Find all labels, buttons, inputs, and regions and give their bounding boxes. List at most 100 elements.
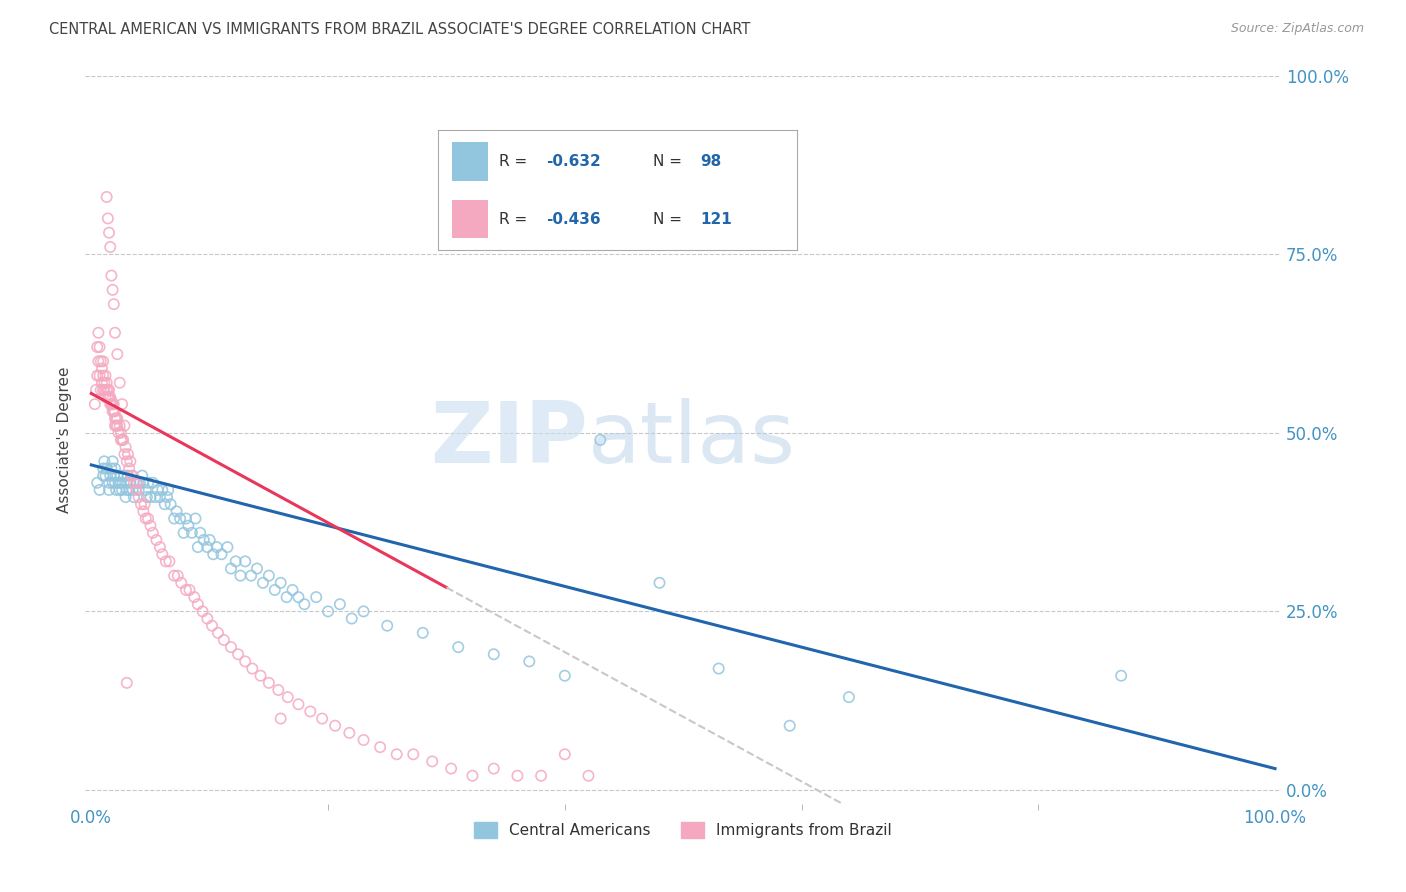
Point	[127, 475, 149, 490]
Point	[554, 669, 576, 683]
Point	[117, 447, 139, 461]
Point	[187, 540, 209, 554]
Point	[98, 483, 121, 497]
Point	[90, 354, 112, 368]
Point	[482, 647, 505, 661]
Point	[191, 604, 214, 618]
Point	[101, 475, 124, 490]
Point	[93, 454, 115, 468]
Point	[120, 475, 142, 490]
Point	[114, 468, 136, 483]
Point	[103, 468, 125, 483]
Point	[134, 497, 156, 511]
Point	[121, 468, 143, 483]
Point	[205, 540, 228, 554]
Point	[86, 340, 108, 354]
Point	[337, 726, 360, 740]
Point	[98, 475, 121, 490]
Point	[166, 568, 188, 582]
Y-axis label: Associate's Degree: Associate's Degree	[58, 367, 72, 513]
Point	[132, 504, 155, 518]
Point	[104, 475, 127, 490]
Point	[100, 397, 122, 411]
Point	[257, 568, 280, 582]
Point	[136, 490, 159, 504]
Point	[246, 561, 269, 575]
Point	[125, 483, 148, 497]
Point	[252, 575, 274, 590]
Text: Source: ZipAtlas.com: Source: ZipAtlas.com	[1230, 22, 1364, 36]
Point	[229, 568, 252, 582]
Point	[240, 662, 263, 676]
Point	[412, 625, 434, 640]
Point	[91, 361, 114, 376]
Point	[104, 411, 127, 425]
Point	[292, 597, 315, 611]
Point	[118, 461, 141, 475]
Point	[375, 618, 398, 632]
Point	[155, 554, 177, 568]
Point	[110, 475, 132, 490]
Point	[402, 747, 425, 762]
Point	[105, 418, 128, 433]
Point	[270, 712, 292, 726]
Point	[482, 762, 505, 776]
Point	[103, 397, 125, 411]
Point	[135, 511, 157, 525]
Point	[117, 468, 139, 483]
Text: ZIP: ZIP	[430, 399, 588, 482]
Point	[195, 540, 218, 554]
Point	[163, 511, 186, 525]
Point	[316, 604, 339, 618]
Point	[578, 769, 600, 783]
Point	[111, 397, 134, 411]
Point	[217, 540, 239, 554]
Point	[101, 404, 124, 418]
Point	[128, 475, 150, 490]
Point	[153, 497, 176, 511]
Point	[420, 755, 443, 769]
Point	[103, 297, 125, 311]
Point	[188, 525, 211, 540]
Point	[122, 475, 145, 490]
Point	[150, 483, 173, 497]
Point	[83, 397, 105, 411]
Point	[142, 475, 165, 490]
Point	[170, 575, 193, 590]
Point	[110, 468, 132, 483]
Point	[120, 454, 142, 468]
Point	[648, 575, 671, 590]
Point	[108, 483, 131, 497]
Point	[90, 383, 112, 397]
Point	[207, 625, 229, 640]
Point	[110, 433, 132, 447]
Point	[121, 483, 143, 497]
Point	[98, 383, 121, 397]
Point	[146, 483, 169, 497]
Point	[135, 483, 157, 497]
Point	[340, 611, 363, 625]
Point	[149, 490, 172, 504]
Point	[440, 762, 463, 776]
Point	[198, 533, 221, 547]
Point	[91, 376, 114, 390]
Point	[115, 483, 138, 497]
Point	[169, 511, 191, 525]
Point	[96, 190, 118, 204]
Point	[226, 647, 249, 661]
Point	[143, 490, 166, 504]
Point	[101, 283, 124, 297]
Text: CENTRAL AMERICAN VS IMMIGRANTS FROM BRAZIL ASSOCIATE'S DEGREE CORRELATION CHART: CENTRAL AMERICAN VS IMMIGRANTS FROM BRAZ…	[49, 22, 751, 37]
Point	[132, 475, 155, 490]
Point	[110, 425, 132, 440]
Point	[91, 383, 114, 397]
Point	[91, 461, 114, 475]
Point	[84, 383, 107, 397]
Point	[97, 390, 120, 404]
Point	[125, 475, 148, 490]
Point	[139, 518, 162, 533]
Point	[193, 533, 215, 547]
Point	[311, 712, 333, 726]
Point	[157, 554, 180, 568]
Point	[136, 475, 159, 490]
